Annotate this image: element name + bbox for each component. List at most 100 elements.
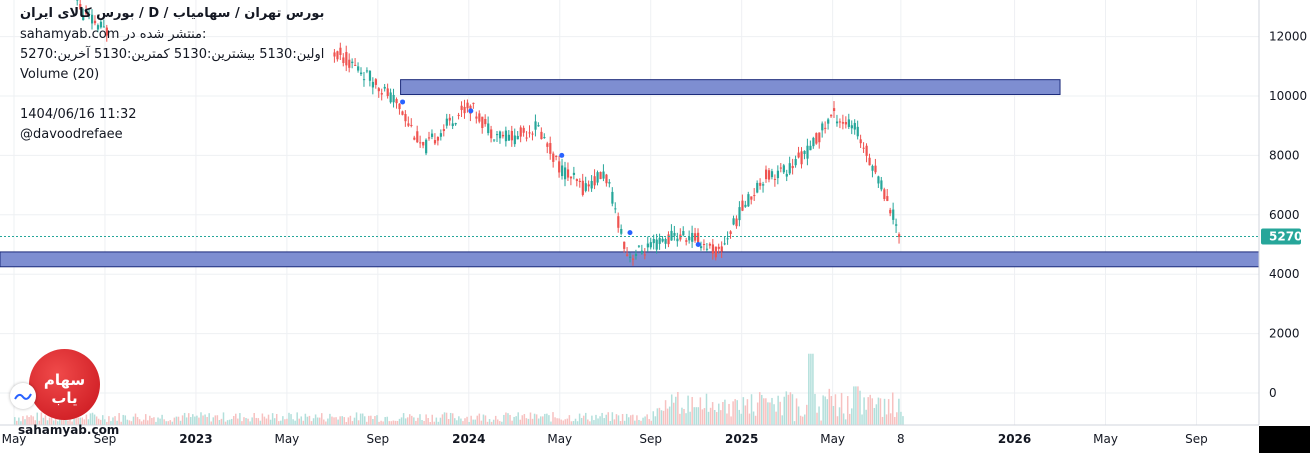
candle-body [561,165,564,177]
volume-bar [867,397,869,425]
volume-bar [554,417,556,425]
volume-bar [605,414,607,425]
time-tick-label: 2025 [725,432,758,446]
volume-bar [173,417,176,425]
candle-body [357,66,360,71]
volume-bar [894,416,896,425]
candle-body [646,243,649,248]
candle-body [697,232,700,243]
volume-bar [190,417,192,425]
volume-bar [312,418,315,425]
volume-bar [625,413,628,425]
volume-bar [632,414,634,425]
candle-body [895,224,898,226]
candle-body [682,231,685,236]
volume-bar [570,421,573,425]
candle-body [614,208,617,210]
volume-bar [871,398,874,425]
candle-body [824,127,827,129]
volume-bar [673,402,675,425]
volume-bar [52,420,55,425]
candle-body [368,70,372,81]
volume-bar [521,415,524,425]
volume-bar [476,415,479,425]
volume-bar [157,417,159,425]
candle-body [738,207,741,221]
volume-bar [853,386,855,425]
volume-bar [728,403,730,425]
volume-bar [816,412,818,425]
volume-bar [494,415,497,425]
volume-bar [654,416,657,425]
candle-body [620,228,623,234]
sahamyab-logo: سهام یاب [29,349,100,420]
wave-chart-icon[interactable] [10,383,36,409]
volume-bar [282,416,284,425]
volume-label[interactable]: Volume (20) [20,67,100,82]
candle-body [877,176,880,184]
volume-bar [429,421,431,425]
volume-bar [85,414,88,425]
volume-bar [198,417,200,425]
ohlc-values: اولین:5130 بیشترین:5130 کمترین:5130 آخری… [20,47,325,62]
volume-bar [627,417,630,425]
candle-body [531,133,534,135]
volume-bar [104,419,106,425]
candle-body [504,130,508,142]
volume-bar [806,404,808,425]
volume-bar [32,416,34,425]
volume-bar [879,398,882,425]
volume-bar [140,421,143,425]
volume-bar [390,421,393,425]
candle-body [637,245,641,247]
volume-bar [873,407,876,425]
volume-bar [228,419,231,425]
volume-bar [179,420,182,425]
volume-bar [597,418,599,425]
volume-bar [640,420,642,425]
published-site[interactable]: sahamyab.com [20,27,120,42]
candle-body [383,86,386,89]
candle-body [623,241,626,249]
candle-body [782,165,785,173]
volume-bar [458,416,460,425]
volume-bar [142,419,145,425]
volume-bar [165,421,167,425]
volume-bar [59,419,61,425]
candle-body [886,196,889,201]
volume-bar [75,412,77,425]
volume-bar [844,419,847,425]
volume-bar [468,421,470,425]
candle-body [433,140,437,144]
volume-bar [441,414,444,425]
volume-bar [185,417,188,425]
volume-bar [718,403,720,425]
candle-body [528,132,531,134]
volume-bar [754,415,757,425]
event-marker [400,99,406,105]
volume-bar [615,414,618,425]
time-tick-label: May [547,432,572,446]
volume-bar [756,402,759,425]
candle-body [631,258,635,260]
volume-bar [509,414,511,425]
volume-bar [681,407,683,425]
candle-body [664,238,667,244]
candle-body [856,126,859,137]
volume-bar [347,417,350,425]
candle-body [605,174,608,184]
volume-bar [425,414,427,425]
candle-body [481,116,484,128]
volume-bar [517,412,519,425]
volume-bar [611,412,614,425]
candle-body [93,20,97,24]
volume-bar [566,418,569,425]
volume-bar [243,417,245,425]
volume-bar [857,386,859,425]
volume-bar [791,394,794,425]
candle-body [487,123,490,134]
volume-bar [16,420,18,425]
candle-body [779,167,782,169]
volume-bar [108,416,110,425]
